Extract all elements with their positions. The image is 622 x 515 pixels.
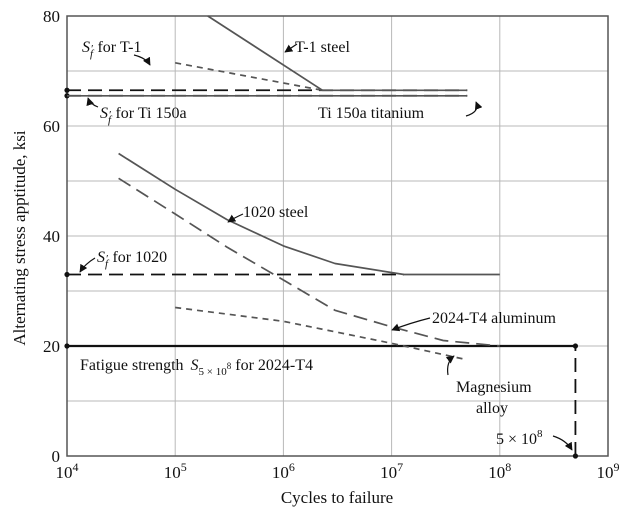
series-line bbox=[175, 306, 468, 361]
reference-point bbox=[64, 343, 70, 349]
label-fatigue-strength: Fatigue strength S5 × 108 for 2024-T4 bbox=[80, 357, 313, 378]
label-sf-ti: Sf′ for Ti 150a bbox=[100, 105, 187, 126]
plot-frame bbox=[66, 15, 609, 457]
series-line bbox=[207, 15, 468, 92]
label-alloy: alloy bbox=[476, 400, 508, 417]
x-axis-label: Cycles to failure bbox=[281, 488, 393, 507]
label-t1-steel: T-1 steel bbox=[295, 39, 351, 56]
label-5e8: 5 × 108 bbox=[496, 428, 543, 448]
y-tick-label: 40 bbox=[43, 227, 60, 246]
label-ti-titanium: Ti 150a titanium bbox=[318, 105, 425, 122]
arrow-2024-aluminum bbox=[391, 317, 431, 332]
arrow-ti-titanium bbox=[465, 101, 483, 117]
reference-point bbox=[64, 271, 70, 278]
y-tick-label: 0 bbox=[52, 447, 61, 466]
reference-point bbox=[572, 343, 579, 349]
x-tick-label: 109 bbox=[597, 460, 620, 482]
arrow-sf-ti bbox=[86, 97, 99, 108]
annotations: T-1 steel Sf′ for T-1 Sf′ for Ti 150a Ti 1… bbox=[79, 39, 573, 451]
label-sf-t1: Sf′ for T-1 bbox=[82, 39, 141, 60]
x-tick-label: 108 bbox=[488, 460, 511, 482]
label-magnesium: Magnesium bbox=[456, 379, 532, 396]
y-tick-label: 60 bbox=[43, 117, 60, 136]
arrow-5e8 bbox=[552, 435, 573, 451]
label-sf-1020: Sf′ for 1020 bbox=[97, 249, 167, 270]
y-axis-label: Alternating stress apptitude, ksi bbox=[10, 130, 29, 346]
y-tick-label: 80 bbox=[43, 7, 60, 26]
label-2024-aluminum: 2024-T4 aluminum bbox=[432, 310, 557, 327]
arrow-sf-1020 bbox=[79, 257, 96, 273]
x-tick-labels: 104 105 106 107 108 109 bbox=[56, 460, 620, 482]
arrow-t1-steel bbox=[284, 43, 298, 53]
y-tick-labels: 0 20 40 60 80 bbox=[43, 7, 60, 466]
reference-point bbox=[64, 87, 70, 93]
series-line bbox=[118, 152, 500, 276]
arrow-magnesium bbox=[445, 355, 455, 376]
arrow-sf-t1 bbox=[133, 54, 151, 66]
x-tick-label: 105 bbox=[164, 460, 187, 482]
arrow-1020-steel bbox=[227, 213, 244, 223]
y-tick-label: 20 bbox=[43, 337, 60, 356]
series-line bbox=[118, 177, 500, 347]
x-tick-label: 104 bbox=[56, 460, 79, 482]
label-1020-steel: 1020 steel bbox=[243, 204, 309, 221]
data-series bbox=[64, 15, 579, 459]
series-line bbox=[175, 61, 323, 92]
x-tick-label: 107 bbox=[380, 460, 403, 482]
reference-point bbox=[572, 453, 579, 459]
x-tick-label: 106 bbox=[272, 460, 295, 482]
